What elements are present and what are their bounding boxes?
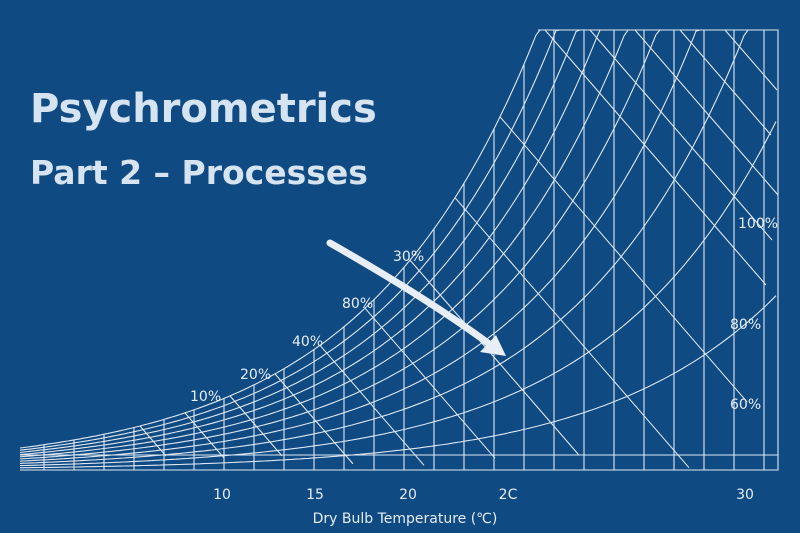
x-label: 30 (736, 487, 754, 503)
humidity-curve (19, 295, 777, 469)
enthalpy-line (229, 395, 283, 457)
enthalpy-line (184, 412, 225, 459)
enthalpy-line (274, 373, 354, 465)
enthalpy-line (139, 425, 167, 457)
enthalpy-line (544, 29, 767, 286)
title: Psychrometrics (30, 86, 377, 132)
humidity-curve (19, 29, 776, 460)
enthalpy-line (589, 29, 773, 241)
chart-frame (20, 29, 779, 471)
curve-label: 40% (292, 334, 323, 350)
subtitle: Part 2 – Processes (30, 153, 368, 192)
arrow-head (480, 335, 506, 356)
humidity-curve (19, 29, 776, 462)
enthalpy-line (409, 259, 580, 456)
enthalpy-line (679, 29, 772, 136)
enthalpy-line (454, 197, 690, 469)
humidity-curve (19, 121, 777, 467)
enthalpy-line (364, 307, 496, 459)
x-label: 15 (306, 487, 324, 503)
curve-label: 100% (738, 216, 778, 232)
enthalpy-line (634, 29, 779, 196)
enthalpy-line (724, 29, 778, 91)
curve-label: 80% (342, 296, 373, 312)
curve-label: 60% (730, 397, 761, 413)
enthalpy-line (319, 344, 425, 466)
x-label: 2C (499, 487, 518, 503)
curve-label: 10% (190, 389, 221, 405)
x-label: 20 (399, 487, 417, 503)
humidity-curve (19, 29, 776, 464)
curve-label: 20% (240, 367, 271, 383)
x-label: 10 (213, 487, 231, 503)
axis-label: Dry Bulb Temperature (℃) (313, 511, 498, 527)
curve-label: 80% (730, 317, 761, 333)
enthalpy-line (499, 116, 748, 403)
curve-label: 30% (393, 249, 424, 265)
arrow (326, 239, 496, 350)
